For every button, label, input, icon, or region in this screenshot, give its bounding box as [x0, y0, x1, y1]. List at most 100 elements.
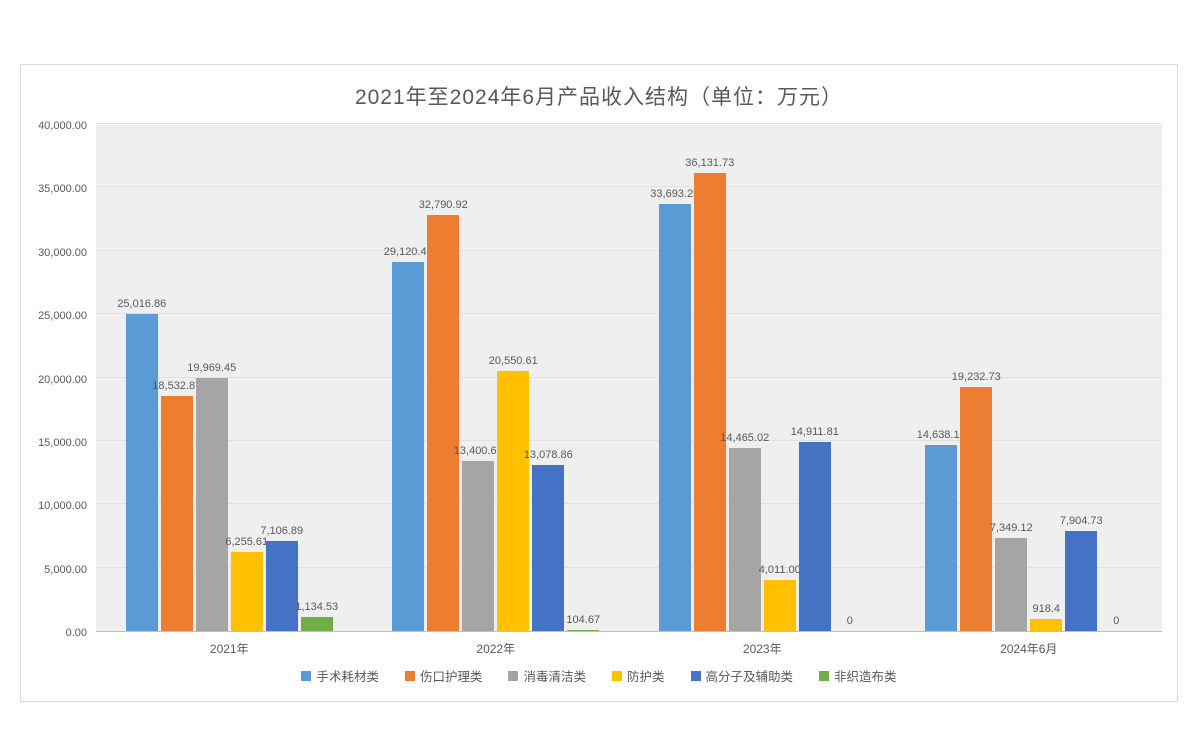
bar-value-label: 14,465.02: [720, 431, 770, 444]
bar-value-label: 7,106.89: [260, 524, 304, 537]
bar-消毒清洁类: 7,349.12: [990, 522, 1033, 631]
bar-value-label: 918.4: [1032, 603, 1061, 616]
bar-value-label: 6,255.61: [225, 535, 269, 548]
bar-value-label: 0: [846, 615, 853, 627]
bar-value-label: 7,904.73: [1059, 514, 1103, 527]
legend: 手术耗材类 伤口护理类 消毒清洁类 防护类 高分子及辅助类 非织造布类: [21, 666, 1177, 685]
gridline: [96, 186, 1162, 188]
legend-label: 非织造布类: [834, 670, 897, 684]
bar-高分子及辅助类: 7,106.89: [260, 525, 303, 631]
gridline: [96, 376, 1162, 378]
bar-value-label: 14,638.13: [916, 429, 966, 442]
bar-value-label: 13,078.86: [523, 449, 573, 462]
bar-非织造布类: 1,134.53: [295, 601, 338, 631]
x-category-label: 2023年: [742, 642, 782, 656]
x-category-label: 2022年: [476, 642, 516, 656]
bar-value-label: 13,400.64: [453, 445, 503, 458]
bar-value-label: 18,532.87: [152, 380, 202, 393]
y-tick-label: 20,000.00: [38, 373, 87, 386]
legend-label: 手术耗材类: [316, 670, 379, 684]
bar-rect: [160, 396, 193, 631]
y-tick-label: 0.00: [65, 627, 87, 639]
y-tick-label: 10,000.00: [38, 500, 87, 513]
x-category-label: 2024年6月: [1000, 642, 1058, 656]
y-tick-label: 35,000.00: [38, 183, 87, 196]
y-tick-label: 25,000.00: [38, 310, 87, 323]
bar-value-label: 14,911.81: [790, 426, 839, 438]
bar-高分子及辅助类: 14,911.81: [791, 426, 839, 631]
bar-value-label: 33,693.29: [650, 187, 700, 200]
bar-伤口护理类: 18,532.87: [152, 380, 201, 631]
y-axis: 0.00 5,000.00 10,000.00 15,000.00 20,000.00 2…: [21, 120, 91, 639]
bar-非织造布类: 104.67: [566, 614, 600, 631]
bar-value-label: 20,550.61: [488, 354, 538, 367]
bar-手术耗材类: 25,016.86: [117, 298, 166, 631]
bar-rect: [1030, 619, 1063, 631]
bar-rect: [532, 465, 565, 631]
bar-group-2024年6月: 14,638.13 19,232.73 7,349.12 918.4 7,904.73 0: [896, 125, 1163, 631]
bar-消毒清洁类: 13,400.64: [454, 445, 503, 631]
y-tick-label: 30,000.00: [38, 246, 87, 259]
bar-防护类: 4,011.00: [759, 564, 801, 631]
bar-group-2023年: 33,693.29 36,131.73 14,465.02 4,011.00 14,91…: [629, 125, 896, 631]
bar-rect: [1065, 530, 1098, 631]
legend-color-swatch: [301, 670, 312, 681]
bar-高分子及辅助类: 7,904.73: [1060, 515, 1103, 631]
bar-消毒清洁类: 14,465.02: [720, 432, 769, 631]
legend-color-swatch: [612, 670, 622, 681]
y-tick-label: 40,000.00: [38, 120, 87, 132]
bar-rect: [300, 616, 333, 631]
bar-value-label: 29,120.40: [383, 245, 433, 258]
bar-rect: [195, 377, 228, 631]
legend-item-非织造布类: 非织造布类: [819, 666, 897, 685]
bar-防护类: 6,255.61: [225, 536, 268, 631]
bar-rect: [798, 442, 831, 631]
bar-rect: [728, 447, 761, 631]
legend-item-高分子及辅助类: 高分子及辅助类: [690, 666, 794, 685]
gridline: [96, 439, 1162, 441]
bar-手术耗材类: 14,638.13: [917, 429, 966, 631]
legend-color-swatch: [508, 670, 519, 681]
bar-value-label: 104.67: [566, 613, 601, 626]
bar-value-label: 4,011.00: [758, 564, 801, 577]
bar-伤口护理类: 36,131.73: [685, 157, 734, 631]
legend-item-消毒清洁类: 消毒清洁类: [508, 666, 586, 685]
legend-color-swatch: [404, 670, 415, 681]
gridline: [96, 503, 1162, 505]
legend-item-防护类: 防护类: [612, 666, 665, 685]
bar-rect: [567, 629, 600, 631]
bar-防护类: 918.4: [1030, 603, 1063, 631]
bar-rect: [462, 461, 495, 631]
bar-value-label: 32,790.92: [418, 199, 468, 212]
bar-group-2021年: 25,016.86 18,532.87 19,969.45 6,255.61 7,106…: [96, 125, 363, 631]
bar-rect: [427, 215, 460, 631]
bar-rect: [658, 203, 691, 631]
gridline: [96, 123, 1162, 124]
bar-value-label: 0: [1113, 615, 1120, 627]
legend-label: 高分子及辅助类: [705, 670, 794, 684]
x-category-label: 2021年: [209, 642, 249, 656]
legend-label: 消毒清洁类: [523, 670, 586, 684]
bar-rect: [392, 261, 425, 631]
legend-label: 防护类: [627, 670, 665, 684]
bar-伤口护理类: 19,232.73: [952, 371, 1001, 631]
legend-label: 伤口护理类: [419, 670, 483, 684]
y-tick-label: 5,000.00: [44, 563, 87, 576]
bar-value-label: 36,131.73: [685, 157, 735, 170]
bar-伤口护理类: 32,790.92: [419, 199, 468, 631]
bar-value-label: 25,016.86: [117, 297, 167, 310]
bar-rect: [925, 445, 958, 631]
legend-item-手术耗材类: 手术耗材类: [301, 666, 379, 685]
legend-color-swatch: [819, 670, 830, 681]
bar-手术耗材类: 33,693.29: [650, 188, 699, 631]
y-tick-label: 15,000.00: [38, 436, 87, 449]
chart-title: 2021年至2024年6月产品收入结构（单位：万元）: [354, 86, 844, 109]
bar-手术耗材类: 29,120.40: [384, 246, 433, 631]
bar-rect: [960, 387, 993, 631]
bar-value-label: 19,232.73: [951, 371, 1001, 384]
bar-groups: 25,016.86 18,532.87 19,969.45 6,255.61 7,106…: [96, 125, 1162, 631]
bar-value-label: 1,134.53: [295, 600, 339, 613]
plot-area: 25,016.86 18,532.87 19,969.45 6,255.61 7,106…: [96, 123, 1162, 632]
bar-rect: [497, 370, 530, 631]
